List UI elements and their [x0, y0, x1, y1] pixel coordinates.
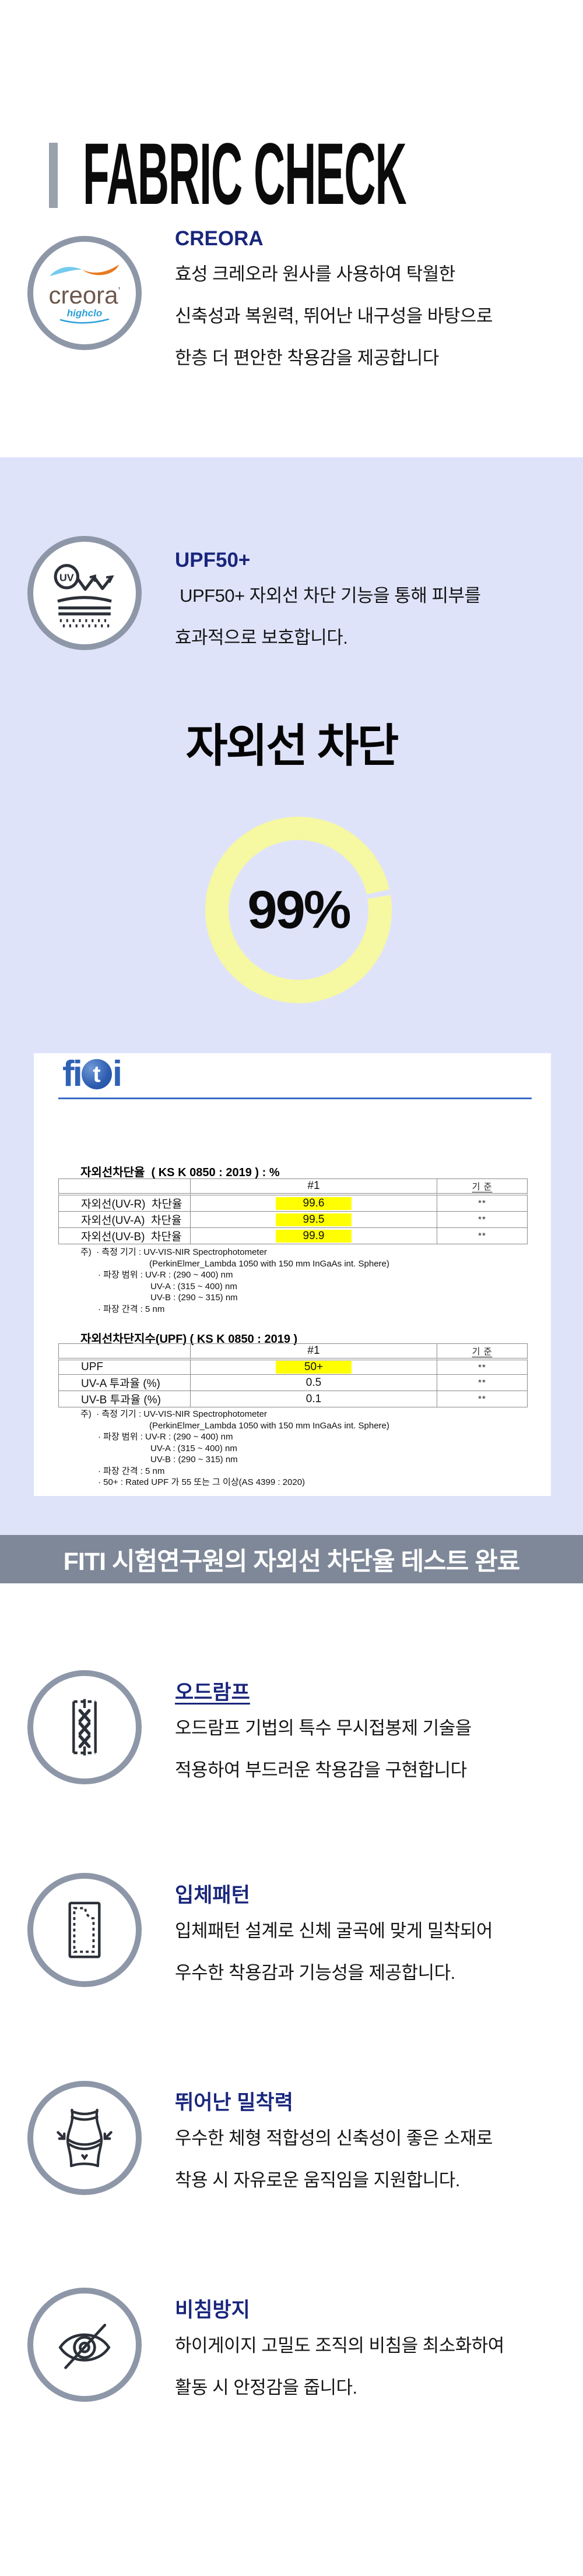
creora-swoosh-icon [59, 318, 110, 323]
uv-protection-icon: UV [54, 564, 114, 627]
body-fit-icon-badge [27, 2081, 142, 2195]
section-pattern: 입체패턴 입체패턴 설계로 신체 굴곡에 맞게 밀착되어 우수한 착용감과 기능… [175, 1883, 571, 2006]
table-row: 자외선(UV-R) 차단율 99.6 ** [58, 1195, 528, 1212]
table1-title: 자외선차단율 ( KS K 0850 : 2019 ) : % [80, 1166, 280, 1179]
highlighted-value: 99.9 [276, 1229, 352, 1243]
table2-title: 자외선차단지수(UPF) ( KS K 0850 : 2019 ) [80, 1333, 298, 1346]
table-row: 자외선(UV-B) 차단율 99.9 ** [58, 1228, 528, 1244]
banner-text: FITI 시험연구원의 자외선 차단율 테스트 완료 [63, 1547, 521, 1576]
creora-highclo-label: highclo [66, 307, 103, 319]
body-fit-icon [57, 2108, 113, 2168]
section-upf: UPF50+ UPF50+ 자외선 차단 기능을 통해 피부를 효과적으로 보호… [175, 548, 571, 671]
highlighted-value: 99.6 [276, 1197, 352, 1210]
fiti-logo: fi t i [62, 1054, 122, 1094]
no-see-through-title: 비침방지 [175, 2299, 250, 2321]
odramp-line-2: 적용하여 부드러운 착용감을 구현합니다 [175, 1760, 467, 1780]
body-fit-title: 뛰어난 밀착력 [175, 2091, 293, 2114]
creora-title: CREORA [175, 227, 264, 250]
pattern-title: 입체패턴 [175, 1884, 250, 1907]
section-odramp: 오드람프 오드람프 기법의 특수 무시접봉제 기술을 적용하여 부드러운 착용감… [175, 1680, 571, 1803]
no-see-through-icon [58, 2324, 111, 2369]
creora-wave-icon [50, 264, 119, 276]
section-no-see-through: 비침방지 하이게이지 고밀도 조직의 비침을 최소화하여 활동 시 안정감을 줍… [175, 2298, 571, 2420]
uv-block-rate-table: #1 기 준 자외선(UV-R) 차단율 99.6 ** 자외선(UV-A) 차… [58, 1178, 528, 1244]
pattern-line-2: 우수한 착용감과 기능성을 제공합니다. [175, 1963, 455, 1983]
upf-icon-badge: UV [27, 536, 142, 650]
upf-line-2: 효과적으로 보호합니다. [175, 627, 348, 648]
fiti-report-card: fi t i 자외선차단율 ( KS K 0850 : 2019 ) : % #1 … [34, 1053, 551, 1496]
uv-block-donut-chart: 99% [205, 817, 392, 1003]
fiti-divider [58, 1098, 532, 1099]
stitch-icon [72, 1699, 97, 1756]
title-accent-bar [49, 143, 58, 208]
pattern-line-1: 입체패턴 설계로 신체 굴곡에 맞게 밀착되어 [175, 1921, 493, 1941]
creora-line-2: 신축성과 복원력, 뛰어난 내구성을 바탕으로 [175, 306, 493, 326]
highlighted-value: 99.5 [276, 1213, 352, 1226]
table-row: #1 기 준 [58, 1178, 528, 1195]
odramp-icon-badge [27, 1670, 142, 1784]
table-row: UV-A 투과율 (%) 0.5 ** [58, 1375, 528, 1391]
table-row: #1 기 준 [58, 1343, 528, 1360]
pattern-icon-badge [27, 1873, 142, 1987]
upf-title: UPF50+ [175, 549, 251, 571]
no-see-through-line-2: 활동 시 안정감을 줍니다. [175, 2377, 357, 2398]
creora-logo-badge: creora’ highclo [27, 236, 142, 350]
table-row: UPF 50+ ** [58, 1360, 528, 1375]
svg-text:UV: UV [59, 572, 74, 584]
upf-line-1: UPF50+ 자외선 차단 기능을 통해 피부를 [175, 585, 481, 606]
page-title: FABRIC CHECK [83, 125, 407, 223]
table-row: UV-B 투과율 (%) 0.1 ** [58, 1391, 528, 1407]
creora-wordmark: creora’ [48, 281, 121, 309]
uv-block-percent: 99% [247, 880, 351, 940]
creora-logo: creora’ highclo [48, 262, 121, 324]
no-see-through-line-1: 하이게이지 고밀도 조직의 비침을 최소화하여 [175, 2335, 504, 2356]
table2-notes: 주) · 측정 기기 : UV-VIS-NIR Spectrophotomete… [80, 1409, 389, 1487]
odramp-title: 오드람프 [175, 1681, 250, 1704]
pattern-icon [68, 1901, 101, 1959]
section-body-fit: 뛰어난 밀착력 우수한 체형 적합성의 신축성이 좋은 소재로 착용 시 자유로… [175, 2090, 571, 2213]
odramp-line-1: 오드람프 기법의 특수 무시접봉제 기술을 [175, 1718, 472, 1738]
table-row: 자외선(UV-A) 차단율 99.5 ** [58, 1212, 528, 1228]
section-creora: CREORA 효성 크레오라 원사를 사용하여 탁월한 신축성과 복원력, 뛰어… [175, 226, 571, 391]
fiti-logo-t-icon: t [81, 1059, 112, 1089]
body-fit-line-2: 착용 시 자유로운 움직임을 지원합니다. [175, 2170, 460, 2190]
upf-index-table: #1 기 준 UPF 50+ ** UV-A 투과율 (%) 0.5 ** UV… [58, 1343, 528, 1407]
creora-line-1: 효성 크레오라 원사를 사용하여 탁월한 [175, 264, 455, 284]
table1-notes: 주) · 측정 기기 : UV-VIS-NIR Spectrophotomete… [80, 1247, 389, 1314]
no-see-through-icon-badge [27, 2288, 142, 2402]
creora-line-3: 한층 더 편안한 착용감을 제공합니다 [175, 348, 439, 368]
uv-block-heading: 자외선 차단 [185, 720, 399, 771]
fiti-test-banner: FITI 시험연구원의 자외선 차단율 테스트 완료 [0, 1535, 583, 1583]
highlighted-value: 50+ [276, 1361, 352, 1374]
body-fit-line-1: 우수한 체형 적합성의 신축성이 좋은 소재로 [175, 2128, 493, 2148]
